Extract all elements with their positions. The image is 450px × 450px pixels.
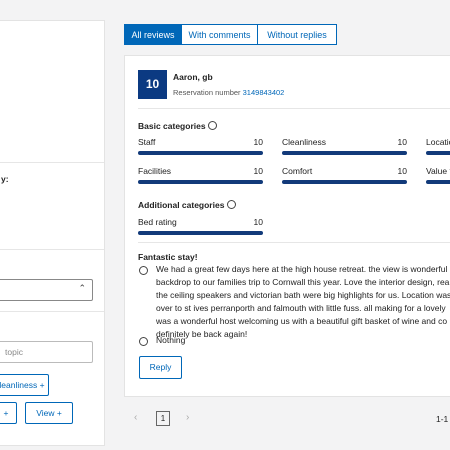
text-line: over to st ives perranporth and falmouth… (156, 303, 446, 313)
category-bar (138, 231, 263, 235)
prev-page[interactable]: ‹ (134, 412, 138, 423)
text-line: We had a great few days here at the high… (156, 264, 450, 274)
add-button[interactable]: + (0, 402, 17, 424)
divider (138, 108, 450, 109)
search-input[interactable]: topic (0, 341, 93, 363)
category-bar (282, 151, 407, 155)
text-line: the ceiling speakers and victorian bath … (156, 290, 450, 300)
divider (0, 249, 104, 250)
text-line: was a wonderful host welcoming us with a… (156, 316, 448, 326)
text-line: definitely be back again! (156, 329, 248, 339)
category-score: 10 (397, 137, 407, 147)
category-name: Value f (426, 166, 450, 176)
tab[interactable]: Without replies (257, 24, 337, 45)
reservation-number[interactable]: 3149843402 (242, 88, 285, 97)
filter-panel: y: ⌃ topic leanliness + + View + (0, 20, 105, 446)
select[interactable]: ⌃ (0, 279, 93, 301)
negative-text: Nothing (156, 335, 186, 345)
category-bar (426, 151, 450, 155)
tab[interactable]: All reviews (124, 24, 182, 45)
section-title: Additional categories (138, 200, 236, 210)
category-name: Bed rating (138, 217, 177, 227)
filter-heading: y: (1, 174, 9, 184)
negative-icon (139, 337, 148, 346)
info-icon (226, 200, 236, 209)
view-button[interactable]: View + (25, 402, 73, 424)
category-score: 10 (253, 166, 263, 176)
reservation: Reservation number 3149843402 (173, 88, 284, 97)
category-name: Locatio (426, 137, 450, 147)
category-name: Comfort (282, 166, 313, 176)
category-score: 10 (253, 217, 263, 227)
category-name: Facilities (138, 166, 172, 176)
tab[interactable]: With comments (181, 24, 258, 45)
category-score: 10 (397, 166, 407, 176)
avatar-score: 10 (138, 70, 167, 99)
category-bar (282, 180, 407, 184)
divider (138, 242, 450, 243)
reply-button[interactable]: Reply (139, 356, 182, 379)
info-icon (207, 121, 217, 130)
review-card: 10 Aaron, gb Reservation number 31498434… (124, 55, 450, 397)
category-name: Staff (138, 137, 156, 147)
positive-icon (139, 266, 148, 275)
review-title: Fantastic stay! (138, 252, 198, 262)
reservation-label: Reservation number (173, 88, 241, 97)
section-title-text: Basic categories (138, 121, 206, 131)
category-bar (426, 180, 450, 184)
tabs: All reviews With comments Without replie… (124, 24, 337, 46)
category-name: Cleanliness (282, 137, 326, 147)
divider (0, 311, 104, 312)
text-line: backdrop to our families trip to Cornwal… (156, 277, 450, 287)
category-bar (138, 151, 263, 155)
topic-button[interactable]: leanliness + (0, 374, 49, 396)
next-page[interactable]: › (186, 412, 190, 423)
reviewer-name: Aaron, gb (173, 72, 213, 82)
positive-text: We had a great few days here at the high… (156, 263, 450, 341)
divider (0, 162, 104, 163)
page-range: 1-1 (436, 414, 449, 424)
section-title-text: Additional categories (138, 200, 225, 210)
category-bar (138, 180, 263, 184)
page-number[interactable]: 1 (156, 411, 170, 426)
category-score: 10 (253, 137, 263, 147)
section-title: Basic categories (138, 121, 217, 131)
